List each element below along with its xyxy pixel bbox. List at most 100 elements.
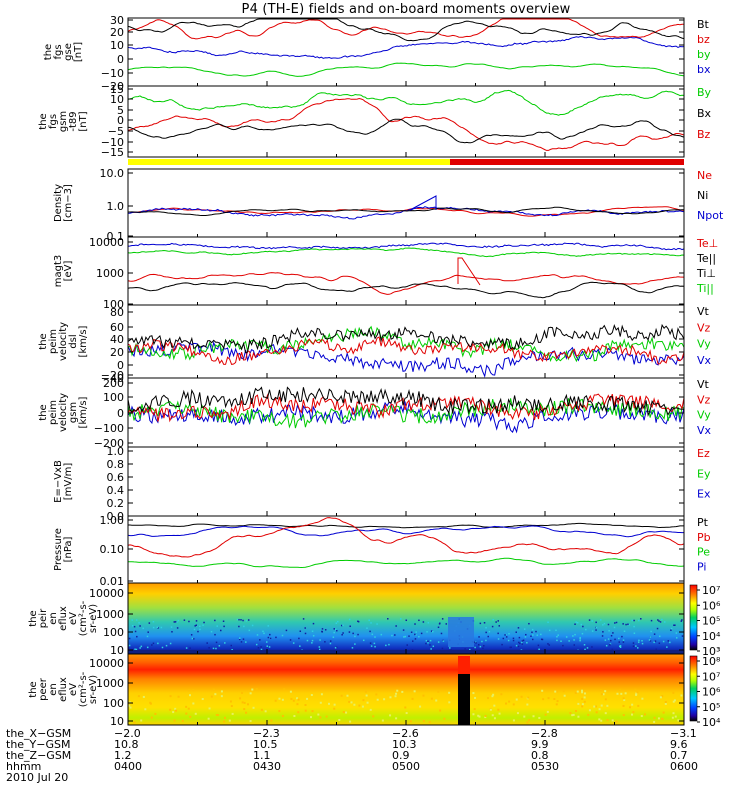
spectrogram-pixel [602,693,605,696]
spectrogram-pixel [607,638,610,640]
y-axis-label: peer [38,677,49,701]
spectrogram-pixel [190,634,193,636]
spectrogram-pixel [448,701,451,704]
spectrogram-pixel [510,646,512,649]
spectrogram-pixel [212,688,215,691]
spectrogram-pixel [364,690,367,693]
spectrogram-pixel [544,713,547,716]
y-axis-label: velocity [58,393,69,432]
spectrogram-pixel [472,692,475,695]
spectrogram-pixel [649,640,652,642]
footer-value: 0.9 [392,749,410,762]
legend-Ti||: Ti|| [696,282,714,295]
spectrogram-pixel [139,625,141,627]
spectrogram-pixel [588,709,591,712]
spectrogram-pixel [396,689,399,692]
spectrogram-pixel [504,634,506,636]
y-tick-label: 10000 [89,587,124,600]
spectrogram-pixel [335,646,338,649]
footer-value: 1.1 [253,749,271,762]
spectrogram-pixel [362,699,365,702]
spectrogram-pixel [474,696,477,699]
spectrogram-pixel [220,629,222,632]
spectrogram-pixel [568,640,570,642]
spectrogram-pixel [584,648,586,651]
spectrogram-pixel [437,690,440,693]
spectrogram-pixel [362,639,365,642]
series-Pi [127,525,684,538]
spectrogram-pixel [268,646,271,648]
legend-Bx: Bx [697,107,712,120]
spectrogram-pixel [672,691,675,694]
spectrogram-pixel [547,697,550,700]
spectrogram-pixel [174,709,177,712]
y-tick-label: 0 [117,114,124,127]
spectrogram-pixel [657,717,660,720]
spectrogram-pixel [173,719,176,722]
spectrogram-pixel [583,644,586,646]
spectrogram-pixel [483,622,486,624]
spectrogram-pixel [674,715,677,718]
spectrogram-pixel [583,696,586,699]
spectrogram-pixel [404,635,407,638]
y-axis-label: gsm [68,402,79,423]
panel-frame [127,168,685,238]
spectrogram-pixel [526,642,528,644]
spectrogram-pixel [598,718,601,721]
spectrogram-pixel [325,715,328,718]
spectrogram-pixel [437,626,440,629]
spectrogram-pixel [191,637,194,640]
spectrogram-pixel [207,717,210,720]
spectrogram-pixel [602,624,604,626]
spectrogram-pixel [278,697,281,700]
spectrogram-pixel [523,628,526,630]
spectrogram-pixel [643,713,646,716]
spectrogram-pixel [512,637,515,640]
spectrogram-pixel [333,628,335,630]
spectrogram-pixel [302,618,305,620]
spectrogram-pixel [290,697,293,700]
spectrogram-pixel [427,640,429,643]
series-Vx-dsl [127,340,685,378]
spectrogram-pixel [524,636,527,638]
footer-value: 0430 [253,760,281,773]
spectrogram-pixel [192,689,195,692]
spectrogram-pixel [146,635,149,638]
spectrogram-pixel [131,625,134,627]
spectrogram-pixel [194,712,197,715]
y-tick-label: 0.8 [107,458,125,471]
spectrogram-pixel [357,620,359,623]
spectrogram-pixel [669,641,671,644]
spectrogram-pixel [137,695,140,698]
spectrogram-pixel [579,638,581,640]
spectrogram-pixel [427,622,430,624]
spectrogram-pixel [640,618,642,620]
y-tick-label: 30 [110,14,124,27]
spectrogram-pixel [177,695,180,698]
spectrogram-pixel [374,649,377,651]
spectrogram-pixel [149,701,152,704]
spectrogram-pixel [169,642,172,645]
y-tick-label: 0.1 [107,230,125,243]
spectrogram-pixel [674,624,676,626]
spectrogram-pixel [516,712,519,715]
spectrogram-pixel [618,641,621,643]
spectrogram-pixel [430,630,433,632]
spectrogram-pixel [292,699,295,702]
spectrogram-pixel [129,701,132,704]
spectrogram-pixel [631,713,634,716]
spectrogram-pixel [526,703,529,706]
spectrogram-pixel [576,690,579,693]
y-axis-label: [cm−3] [63,184,74,222]
spectrogram-pixel [375,693,378,696]
y-axis-label: peir [38,608,49,628]
footer-value: −2.3 [253,727,280,740]
series-By [127,89,685,116]
spectrogram-pixel [622,704,625,707]
y-axis-label: Density [53,184,64,222]
spectrogram-pixel [623,699,626,702]
spectrogram-pixel [581,705,584,708]
spectrogram-pixel [631,703,634,706]
spectrogram-pixel [653,720,656,723]
